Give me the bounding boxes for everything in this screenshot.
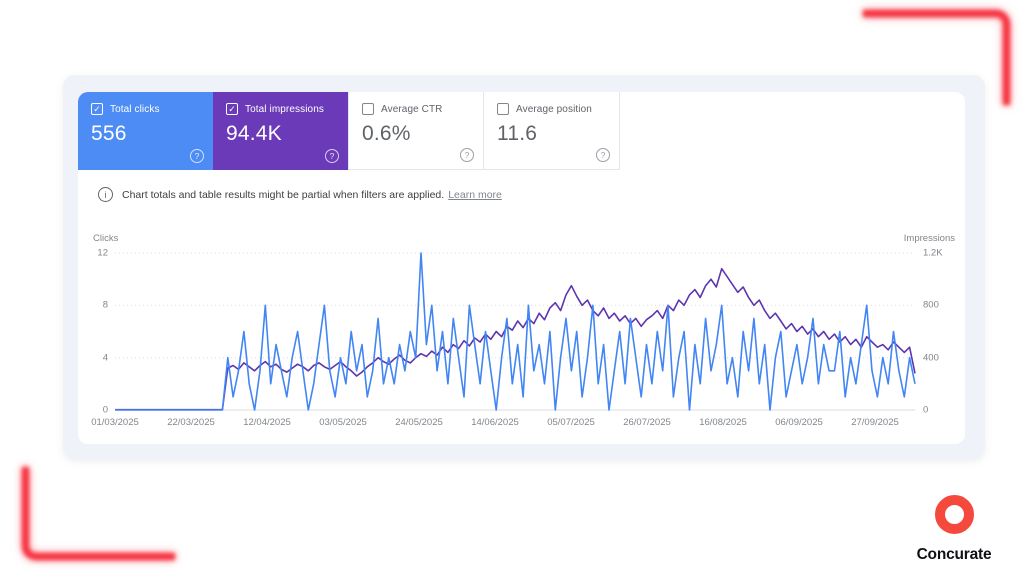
right-axis-tick: 800 [923, 299, 939, 311]
learn-more-link[interactable]: Learn more [448, 188, 502, 201]
decorative-corner-top-right [863, 10, 1010, 105]
metric-card-header: Average position [497, 103, 619, 115]
right-axis-tick: 0 [923, 404, 929, 416]
x-axis-label: 27/09/2025 [851, 417, 899, 428]
x-axis-label: 05/07/2025 [547, 417, 595, 428]
metric-card-average-position[interactable]: Average position 11.6 ? [484, 92, 620, 170]
metrics-row: Total clicks 556 ? Total impressions 94.… [78, 92, 620, 170]
right-axis-title: Impressions [903, 233, 955, 244]
metric-card-total-impressions[interactable]: Total impressions 94.4K ? [213, 92, 348, 170]
metric-value: 556 [91, 122, 127, 145]
decorative-corner-bottom-left [22, 467, 175, 560]
left-axis-tick: 12 [97, 247, 108, 259]
x-axis-label: 16/08/2025 [699, 417, 747, 428]
search-console-panel: Total clicks 556 ? Total impressions 94.… [78, 92, 965, 444]
concurate-ring-icon [934, 495, 974, 534]
brand-name: Concurate [916, 546, 992, 563]
right-axis-tick: 1.2K [923, 247, 943, 259]
metric-label: Total clicks [110, 103, 160, 115]
left-axis-tick: 4 [102, 352, 108, 364]
report-frame: Total clicks 556 ? Total impressions 94.… [63, 75, 985, 460]
left-axis-tick: 0 [102, 404, 108, 416]
x-axis-label: 14/06/2025 [471, 417, 519, 428]
metric-card-average-ctr[interactable]: Average CTR 0.6% ? [348, 92, 484, 170]
metric-card-total-clicks[interactable]: Total clicks 556 ? [78, 92, 213, 170]
help-icon[interactable]: ? [190, 149, 204, 163]
x-axis-label: 01/03/2025 [91, 417, 139, 428]
help-icon[interactable]: ? [325, 149, 339, 163]
info-icon: i [98, 187, 113, 202]
metric-card-header: Total clicks [91, 103, 213, 115]
left-axis-title: Clicks [93, 233, 119, 244]
average-ctr-checkbox[interactable] [362, 103, 374, 115]
x-axis-labels: 01/03/2025 22/03/2025 12/04/2025 03/05/2025… [91, 417, 915, 429]
x-axis-label: 12/04/2025 [243, 417, 291, 428]
performance-chart[interactable] [115, 252, 916, 411]
metric-value: 94.4K [226, 122, 282, 145]
notice-text: Chart totals and table results might be … [122, 188, 445, 201]
average-position-checkbox[interactable] [497, 103, 509, 115]
metric-card-header: Average CTR [362, 103, 483, 115]
metric-label: Total impressions [245, 103, 324, 115]
x-axis-label: 26/07/2025 [623, 417, 671, 428]
x-axis-label: 06/09/2025 [775, 417, 823, 428]
help-icon[interactable]: ? [460, 148, 474, 162]
metric-label: Average CTR [381, 103, 443, 115]
metric-label: Average position [516, 103, 592, 115]
x-axis-label: 03/05/2025 [319, 417, 367, 428]
metric-value: 0.6% [362, 122, 411, 145]
chart-plot-svg [115, 252, 916, 411]
help-icon[interactable]: ? [596, 148, 610, 162]
right-axis-tick: 400 [923, 352, 939, 364]
left-axis-tick: 8 [102, 299, 108, 311]
metric-card-header: Total impressions [226, 103, 348, 115]
partial-data-notice: i Chart totals and table results might b… [98, 187, 502, 202]
brand-logo: Concurate [906, 495, 1002, 564]
x-axis-label: 24/05/2025 [395, 417, 443, 428]
x-axis-label: 22/03/2025 [167, 417, 215, 428]
total-clicks-checkbox[interactable] [91, 103, 103, 115]
total-impressions-checkbox[interactable] [226, 103, 238, 115]
metric-value: 11.6 [497, 122, 538, 145]
